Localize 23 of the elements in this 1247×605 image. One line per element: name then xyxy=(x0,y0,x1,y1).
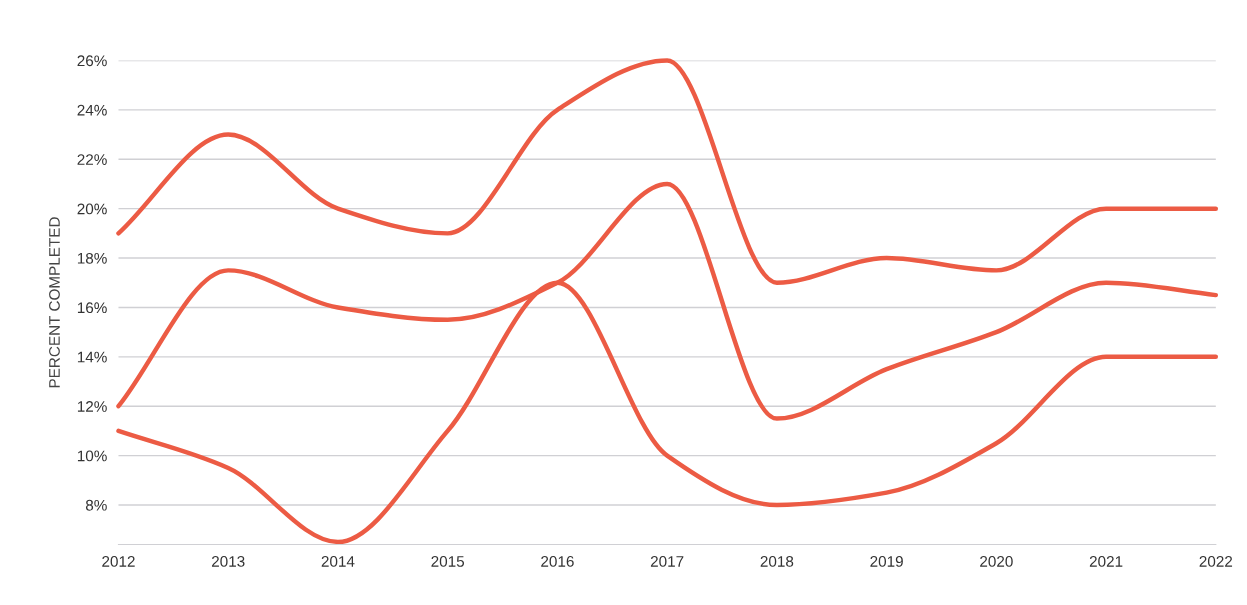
x-tick-label: 2021 xyxy=(1089,556,1123,567)
line-series xyxy=(116,58,1219,285)
x-tick-label: 2014 xyxy=(321,556,355,567)
y-tick-label: 22% xyxy=(77,154,107,165)
x-tick-label: 2012 xyxy=(102,556,135,567)
x-tick-label: 2022 xyxy=(1199,556,1233,567)
x-tick-label: 2013 xyxy=(211,556,245,567)
x-tick-label: 2020 xyxy=(980,556,1013,567)
y-tick-label: 18% xyxy=(77,252,107,264)
x-tick-label: 2019 xyxy=(870,556,903,567)
y-tick-label: 16% xyxy=(77,302,107,314)
y-axis-title: PERCENT COMPLETED xyxy=(49,217,60,388)
y-tick-label: 8% xyxy=(85,499,107,511)
y-tick-label: 14% xyxy=(77,351,107,363)
y-tick-label: 12% xyxy=(77,401,107,412)
x-tick-label: 2017 xyxy=(650,556,684,567)
y-tick-label: 26% xyxy=(77,55,107,67)
y-tick-label: 20% xyxy=(77,203,107,215)
x-tick-label: 2018 xyxy=(760,556,794,567)
y-tick-label: 24% xyxy=(77,104,107,116)
x-tick-label: 2016 xyxy=(541,556,574,567)
y-tick-label: 10% xyxy=(77,450,107,462)
x-tick-label: 2015 xyxy=(431,556,465,567)
